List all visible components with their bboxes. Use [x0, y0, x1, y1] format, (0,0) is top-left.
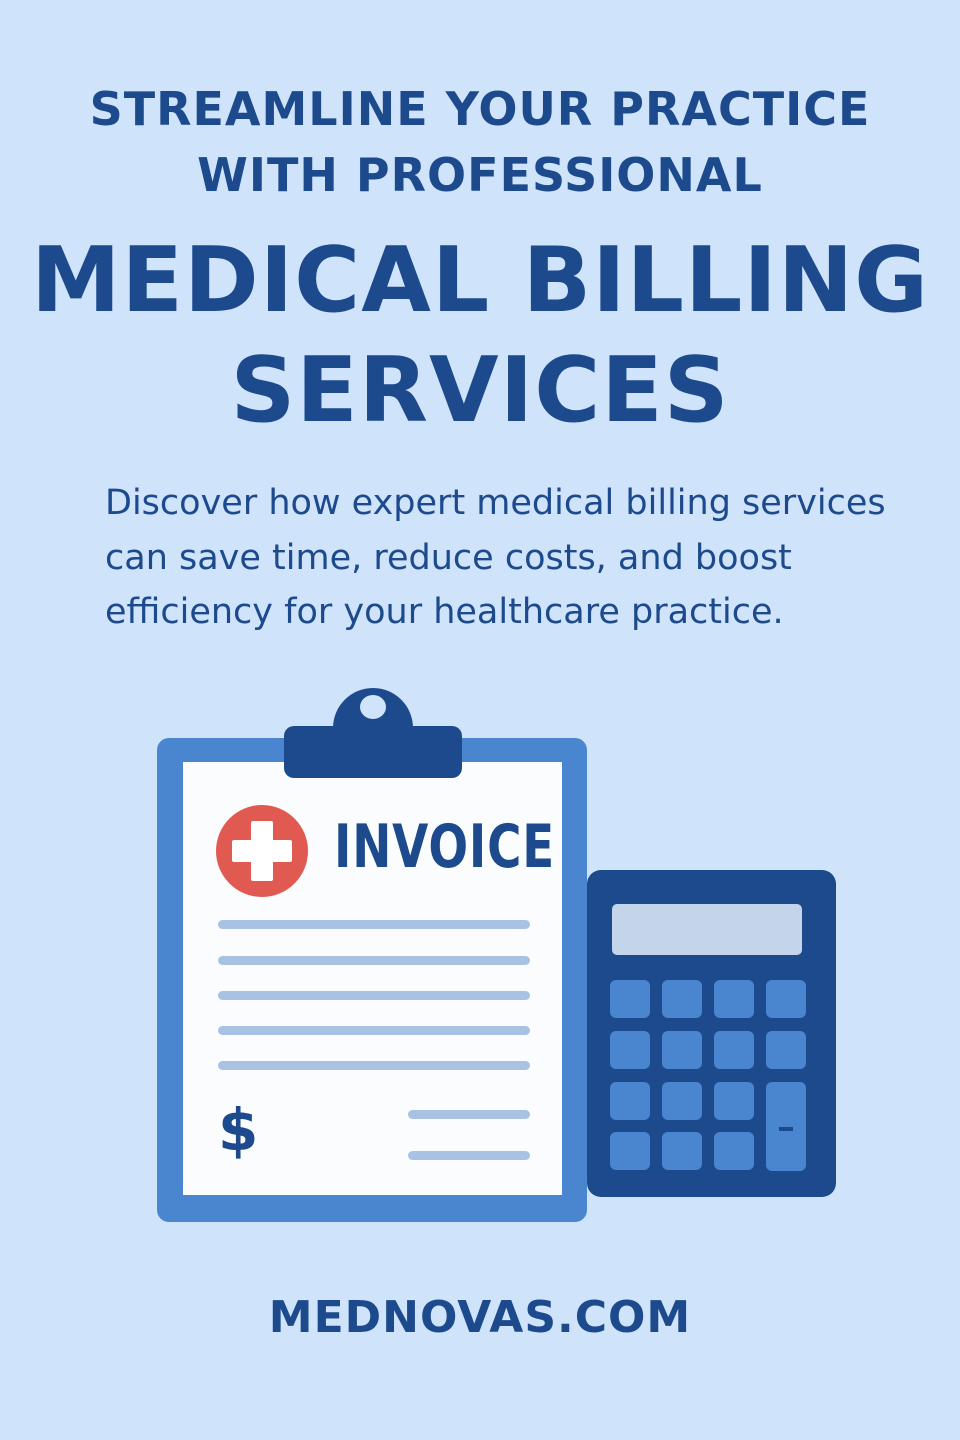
calculator-key [714, 980, 754, 1018]
clip-hole [360, 695, 386, 719]
invoice-line [218, 991, 530, 1000]
calculator-key [610, 1031, 650, 1069]
calculator-key [766, 1031, 806, 1069]
medical-cross-icon [216, 805, 308, 897]
description: Discover how expert medical billing serv… [105, 483, 886, 632]
calculator-key [610, 1082, 650, 1120]
clip [284, 726, 462, 778]
headline-line-1: STREAMLINE YOUR PRACTICE [89, 82, 871, 136]
calculator-key [662, 1132, 702, 1170]
calculator-key [766, 1082, 806, 1171]
calculator-key [610, 1132, 650, 1170]
calculator-key [610, 980, 650, 1018]
title-line-1: MEDICAL BILLING [30, 228, 930, 333]
calculator-key [662, 1082, 702, 1120]
amount-line [408, 1151, 530, 1160]
calculator-icon [587, 870, 836, 1197]
website-url: MEDNOVAS.COM [268, 1292, 692, 1343]
amount-line [408, 1110, 530, 1119]
calculator-key [714, 1031, 754, 1069]
invoice-title: INVOICE [334, 812, 555, 882]
title-line-2: SERVICES [230, 338, 730, 443]
invoice-line [218, 920, 530, 929]
calculator-key [714, 1132, 754, 1170]
calculator-key [662, 980, 702, 1018]
calculator-key [662, 1031, 702, 1069]
headline-line-2: WITH PROFESSIONAL [197, 148, 763, 202]
calculator-key [766, 980, 806, 1018]
calculator-key [714, 1082, 754, 1120]
invoice-line [218, 1061, 530, 1070]
calculator-display [612, 904, 802, 955]
invoice-line [218, 956, 530, 965]
minus-icon [779, 1127, 793, 1131]
dollar-sign-icon: $ [218, 1096, 259, 1164]
invoice-line [218, 1026, 530, 1035]
